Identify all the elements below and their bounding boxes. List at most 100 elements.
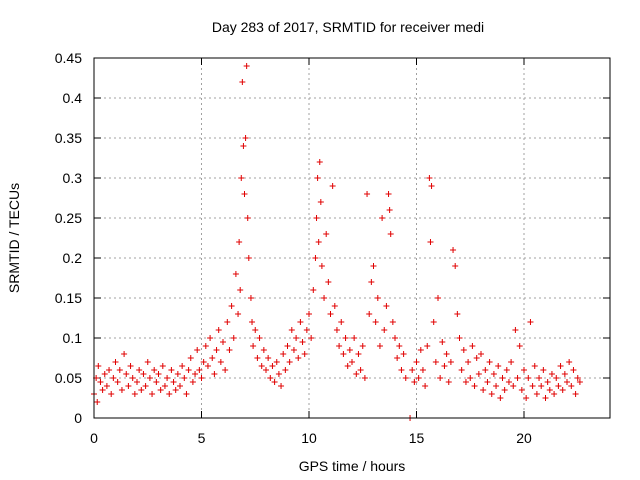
data-point — [258, 363, 265, 369]
data-point — [213, 347, 220, 353]
data-point — [447, 359, 454, 365]
data-point — [317, 199, 324, 205]
data-point — [435, 295, 441, 301]
data-points — [91, 63, 583, 421]
data-point — [531, 363, 538, 369]
data-point — [244, 215, 251, 221]
data-point — [215, 327, 222, 333]
data-point — [417, 347, 424, 353]
data-point — [106, 367, 113, 373]
data-point — [297, 319, 304, 325]
data-point — [389, 319, 396, 325]
data-point — [566, 359, 573, 365]
data-point — [432, 359, 439, 365]
data-point — [398, 367, 405, 373]
data-point — [226, 347, 233, 353]
data-point — [419, 367, 426, 373]
data-point — [471, 383, 478, 389]
data-point — [551, 391, 558, 397]
data-point — [353, 371, 360, 377]
data-point — [465, 359, 472, 365]
data-point — [437, 375, 444, 381]
data-point — [204, 363, 211, 369]
data-point — [415, 375, 422, 381]
data-point — [278, 383, 285, 389]
y-tick-label: 0.45 — [55, 50, 82, 66]
data-point — [456, 335, 463, 341]
data-point — [460, 347, 467, 353]
data-point — [103, 383, 110, 389]
data-point — [198, 375, 205, 381]
x-axis-label: GPS time / hours — [299, 458, 406, 474]
x-tick-label: 10 — [301, 430, 317, 446]
data-point — [327, 311, 334, 317]
y-tick-label: 0.35 — [55, 130, 82, 146]
data-point — [222, 367, 229, 373]
data-point — [454, 311, 461, 317]
data-point — [538, 383, 545, 389]
data-point — [236, 239, 243, 245]
data-point — [301, 351, 308, 357]
plot-frame — [93, 57, 611, 419]
data-point — [427, 239, 434, 245]
data-point — [108, 391, 115, 397]
data-point — [512, 327, 519, 333]
data-point — [514, 375, 521, 381]
data-point — [364, 191, 371, 197]
data-point — [308, 335, 315, 341]
data-point — [349, 359, 355, 365]
data-point — [383, 303, 390, 309]
data-point — [523, 395, 530, 401]
data-point — [252, 327, 259, 333]
data-point — [505, 379, 512, 385]
data-point — [267, 375, 274, 381]
data-point — [557, 363, 564, 369]
data-point — [473, 355, 480, 361]
data-point — [273, 359, 280, 365]
data-point — [183, 391, 190, 397]
data-point — [256, 335, 263, 341]
data-point — [314, 175, 321, 181]
data-point — [245, 255, 252, 261]
data-point — [443, 351, 450, 357]
data-point — [211, 371, 218, 377]
data-point — [394, 355, 401, 361]
chart-title: Day 283 of 2017, SRMTID for receiver med… — [212, 19, 484, 35]
data-point — [315, 239, 322, 245]
data-point — [97, 379, 104, 385]
data-point — [235, 311, 242, 317]
data-point — [286, 359, 293, 365]
data-point — [194, 347, 201, 353]
data-point — [172, 387, 179, 393]
y-tick-label: 0.3 — [63, 170, 83, 186]
data-point — [576, 379, 583, 385]
data-point — [381, 327, 388, 333]
data-point — [379, 215, 386, 221]
data-point — [411, 379, 418, 385]
data-point — [368, 279, 375, 285]
data-point — [159, 363, 166, 369]
data-point — [189, 379, 196, 385]
data-point — [312, 255, 319, 261]
data-point — [372, 319, 379, 325]
data-point — [170, 379, 177, 385]
data-point — [521, 367, 527, 373]
y-axis-label: SRMTID / TECUs — [6, 183, 22, 293]
data-point — [275, 371, 282, 377]
y-tick-label: 0.05 — [55, 370, 82, 386]
data-point — [310, 287, 317, 293]
data-point — [462, 379, 469, 385]
data-point — [284, 343, 291, 349]
data-point — [376, 343, 383, 349]
data-point — [546, 387, 553, 393]
data-point — [174, 371, 181, 377]
data-point — [441, 363, 448, 369]
data-point — [168, 367, 175, 373]
data-point — [428, 183, 435, 189]
data-point — [136, 367, 143, 373]
data-point — [187, 355, 194, 361]
data-point — [422, 383, 429, 389]
data-point — [121, 351, 128, 357]
data-point — [202, 343, 209, 349]
